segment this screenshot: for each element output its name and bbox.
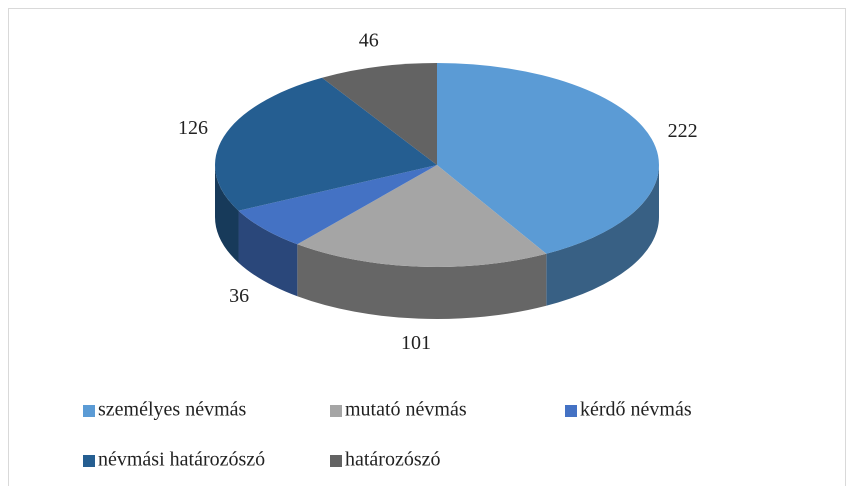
legend-label: névmási határozószó (98, 449, 265, 471)
data-label: 46 (359, 29, 379, 51)
slice-side (546, 165, 659, 306)
legend-swatch (83, 455, 95, 467)
data-label: 222 (668, 120, 698, 142)
legend-swatch (565, 405, 577, 417)
data-label: 126 (178, 117, 208, 139)
legend-swatch (83, 405, 95, 417)
data-label: 36 (229, 285, 249, 307)
legend-label: személyes névmás (98, 399, 246, 421)
slice (297, 165, 547, 267)
slice-side (297, 244, 547, 320)
slice (238, 165, 437, 245)
legend-swatch (330, 405, 342, 417)
slice (215, 77, 437, 211)
legend-label: mutató névmás (345, 399, 467, 421)
slice (322, 63, 437, 165)
legend-label: kérdő névmás (580, 399, 692, 421)
slice-side (215, 165, 239, 263)
slice-side (238, 210, 298, 297)
data-label: 101 (401, 332, 431, 354)
legend-swatch (330, 455, 342, 467)
legend-label: határozószó (345, 449, 441, 471)
slice (437, 63, 660, 254)
